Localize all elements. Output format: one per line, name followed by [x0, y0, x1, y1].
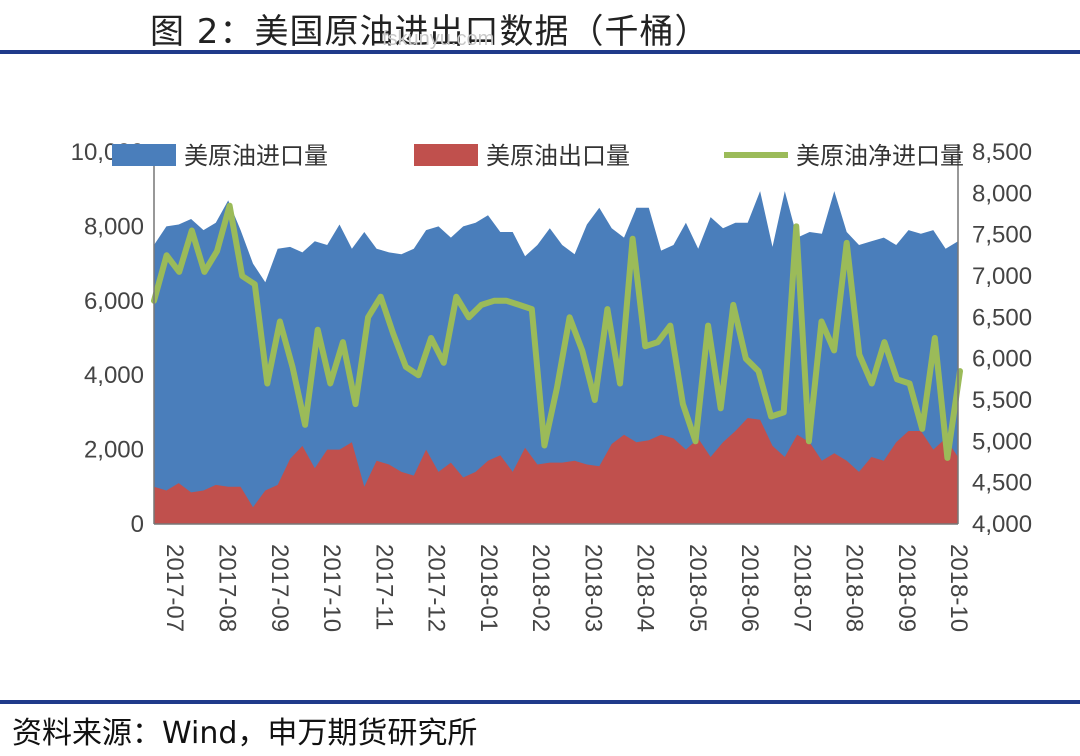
legend-label: 美原油进口量	[184, 142, 328, 170]
legend-label: 美原油净进口量	[796, 142, 964, 170]
x-axis-tick-label: 2017-09	[266, 544, 293, 632]
right-axis-tick-label: 7,000	[972, 263, 1032, 290]
source-note: 资料来源：Wind，申万期货研究所	[12, 716, 478, 751]
x-axis-tick-label: 2018-07	[788, 544, 815, 632]
exports-area	[154, 418, 958, 524]
legend: 美原油进口量 美原油出口量 美原油净进口量	[112, 142, 964, 170]
x-axis-tick-label: 2017-08	[214, 544, 241, 632]
legend-swatch	[112, 144, 176, 166]
right-axis-tick-label: 7,500	[972, 222, 1032, 249]
x-axis-tick-label: 2018-02	[527, 544, 554, 632]
left-axis-tick-label: 8,000	[84, 213, 144, 240]
x-axis-tick-label: 2018-04	[632, 544, 659, 632]
legend-item: 美原油净进口量	[724, 142, 964, 170]
x-axis-tick-label: 2018-06	[736, 544, 763, 632]
page-title: 图 2：美国原油进出口数据（千桶）	[150, 12, 710, 52]
right-axis-tick-label: 8,500	[972, 139, 1032, 166]
x-axis-tick-label: 2018-08	[841, 544, 868, 632]
right-axis-tick-label: 5,500	[972, 387, 1032, 414]
right-axis-tick-label: 8,000	[972, 180, 1032, 207]
x-axis-tick-label: 2017-11	[370, 544, 397, 630]
x-axis-tick-label: 2017-12	[423, 544, 450, 632]
net-imports-line	[151, 202, 963, 461]
watermark-url: fskunyu.com	[382, 28, 495, 50]
plot-areas	[151, 191, 963, 524]
x-axis-tick-label: 2017-10	[318, 544, 345, 632]
x-axis-tick-label: 2018-05	[684, 544, 711, 632]
legend-item: 美原油进口量	[112, 142, 328, 170]
right-axis-tick-label: 6,000	[972, 346, 1032, 373]
legend-swatch	[414, 144, 478, 166]
left-axis-tick-label: 4,000	[84, 362, 144, 389]
x-axis-tick-label: 2018-10	[945, 544, 972, 632]
bottom-rule	[0, 700, 1080, 704]
legend-label: 美原油出口量	[486, 142, 630, 170]
right-axis-tick-label: 6,500	[972, 304, 1032, 331]
right-axis-tick-label: 5,000	[972, 428, 1032, 455]
right-axis-tick-label: 4,500	[972, 470, 1032, 497]
legend-item: 美原油出口量	[414, 142, 630, 170]
x-axis-tick-label: 2018-09	[893, 544, 920, 632]
left-axis-tick-label: 0	[131, 511, 144, 538]
x-axis-tick-label: 2018-01	[475, 544, 502, 632]
axes	[153, 144, 959, 525]
top-rule	[0, 50, 1080, 54]
right-axis-tick-label: 4,000	[972, 511, 1032, 538]
x-axis-ticks: 2017-07 2017-08 2017-09 2017-10 2017-11 2017-…	[161, 544, 972, 632]
right-axis-ticks: 4,000 4,500 5,000 5,500 6,000 6,500 7,000 7,500…	[972, 139, 1032, 538]
x-axis-tick-label: 2018-03	[579, 544, 606, 632]
left-axis-tick-label: 2,000	[84, 437, 144, 464]
x-axis-tick-label: 2017-07	[161, 544, 188, 632]
left-axis-tick-label: 6,000	[84, 288, 144, 315]
